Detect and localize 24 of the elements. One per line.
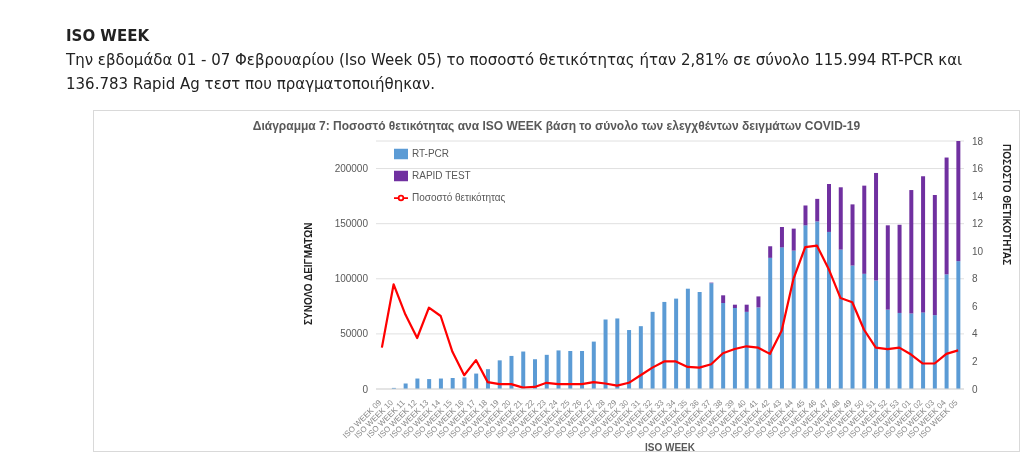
y2-tick-label: 14: [972, 190, 984, 202]
x-axis-title: ISO WEEK: [644, 442, 696, 453]
y2-tick-label: 4: [972, 328, 978, 340]
text: ISO WEEK: [66, 26, 151, 47]
y-tick-label: 200000: [334, 163, 369, 175]
y2-tick-label: 12: [972, 218, 984, 230]
legend-label: RT-PCR: [412, 148, 450, 159]
y-tick-label: 50000: [340, 328, 369, 340]
y2-tick-label: 8: [972, 273, 978, 285]
legend-label: Ποσοστό θετικότητας: [412, 192, 506, 203]
y2-tick-label: 0: [972, 383, 978, 395]
y-tick-label: 100000: [334, 273, 369, 285]
y2-tick-label: 18: [972, 135, 984, 147]
y2-tick-label: 16: [972, 163, 984, 175]
y2-tick-label: 10: [972, 245, 984, 257]
legend-label: RAPID TEST: [412, 170, 471, 181]
chart-title: Διάγραμμα 7: Ποσοστό θετικότητας ανα ISO WEEK βάση το σύνολο των ελεγχθέντων δειγμάτων COVID-19: [251, 119, 862, 133]
y2-tick-label: 6: [972, 300, 978, 312]
y-axis-title: ΣΥΝΟΛΟ ΔΕΙΓΜΑΤΩΝ: [302, 222, 314, 325]
text: Την εβδομάδα 01 - 07 Φεβρουαρίου (Iso Week 05) το ποσοστό θετικότητας ήταν 2,81% σε σύνολο 115.994 RT-PCR και 136.783 Rapid Ag τεστ που πραγματοποιήθηκαν.: [66, 50, 964, 95]
y-tick-label: 0: [362, 383, 369, 395]
y-tick-label: 150000: [334, 218, 369, 230]
y2-tick-label: 2: [972, 355, 978, 367]
y2-axis-title: ΠΟΣΟΣΤΟ ΘΕΤΙΚΟΤΗΤΑΣ: [1001, 143, 1013, 265]
